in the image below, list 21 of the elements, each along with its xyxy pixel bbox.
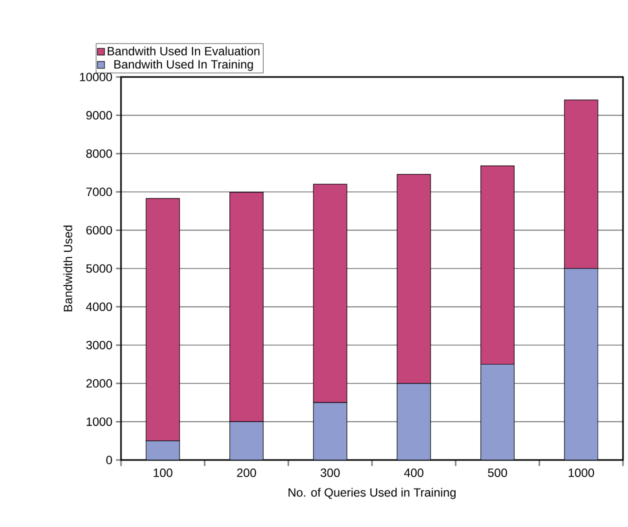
x-tick-label: 300 — [320, 468, 340, 478]
x-tick-label: 100 — [154, 468, 172, 478]
x-tick-label: 1000 — [568, 468, 594, 478]
y-tick-label: 6000 — [86, 226, 112, 234]
y-tick-label: 8000 — [86, 149, 112, 158]
y-tick-label: 7000 — [86, 188, 112, 196]
y-axis-title: Bandwidth Used — [63, 226, 72, 312]
y-tick-label: 3000 — [86, 340, 112, 350]
y-tick-label: 2000 — [86, 379, 112, 388]
x-axis-title: No. of Queries Used in Training — [288, 488, 456, 500]
y-tick-label: 10000 — [80, 72, 112, 82]
y-tick-label: 4000 — [86, 302, 112, 312]
y-tick-label: 9000 — [86, 111, 112, 120]
x-tick-label: 500 — [488, 468, 508, 478]
legend-label: Bandwith Used In Training — [114, 60, 253, 71]
y-tick-label: 1000 — [86, 417, 112, 426]
x-tick-label: 400 — [404, 468, 424, 478]
x-tick-label: 200 — [237, 468, 256, 478]
y-tick-label: 5000 — [86, 264, 112, 273]
y-tick-label: 0 — [106, 456, 112, 464]
legend-label: Bandwith Used In Evaluation — [108, 46, 260, 56]
